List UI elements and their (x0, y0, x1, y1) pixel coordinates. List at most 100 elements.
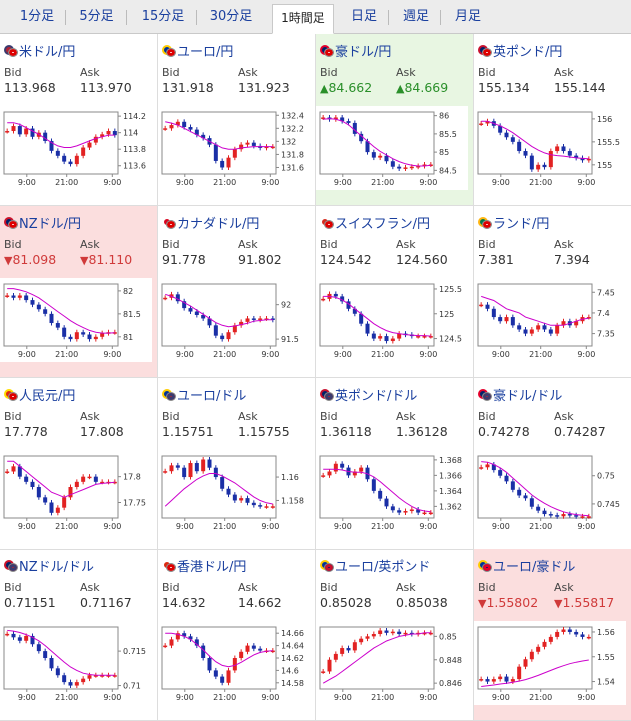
pair-title[interactable]: ユーロ/円 (162, 41, 233, 60)
tab-separator (65, 10, 66, 25)
pair-panel[interactable]: ユーロ/円 Bid Ask 131.918 131.923 132.4 132.2 132 13… (158, 34, 316, 206)
candle (359, 467, 364, 472)
pair-title[interactable]: 英ポンド/ドル (320, 385, 417, 404)
pair-panel[interactable]: 人民元/円 Bid Ask 17.778 17.808 17.8 17.75 9:00 21:0… (0, 378, 158, 550)
tab-7[interactable]: 月足 (454, 9, 481, 24)
pair-panel[interactable]: 米ドル/円 Bid Ask 113.968 113.970 114.2 114 113.8 11… (0, 34, 158, 206)
price-chart[interactable]: 1.16 1.158 9:00 21:00 9:00 (158, 450, 316, 534)
pair-title[interactable]: 豪ドル/ドル (478, 385, 562, 404)
price-chart[interactable]: 1.368 1.366 1.364 1.362 9:00 21:00 9:00 (316, 450, 474, 534)
price-chart[interactable]: 0.75 0.745 9:00 21:00 9:00 (474, 450, 631, 534)
candle (175, 121, 180, 126)
candle (100, 333, 105, 337)
pair-title[interactable]: 米ドル/円 (4, 41, 75, 60)
currency-flag-icon (4, 45, 18, 57)
ask-text: 155.144 (554, 80, 606, 95)
candle (74, 155, 79, 165)
tab-separator (440, 10, 441, 25)
y-tick-label: 91.5 (281, 335, 299, 344)
candle (17, 466, 22, 477)
tab-2[interactable]: 15分足 (141, 9, 185, 24)
bid-value: 0.74278 (478, 424, 530, 439)
pair-panel[interactable]: NZドル/ドル Bid Ask 0.71151 0.71167 0.715 0.71 9:00… (0, 549, 158, 721)
candle (81, 678, 86, 683)
candle (30, 635, 35, 645)
candle (270, 650, 275, 653)
pair-title[interactable]: NZドル/円 (4, 213, 81, 232)
tab-6[interactable]: 週足 (402, 9, 429, 24)
ask-text: 7.394 (554, 252, 590, 267)
moving-average-line (323, 118, 431, 167)
pair-panel[interactable]: カナダドル/円 Bid Ask 91.778 91.802 92 91.5 9:00 21:00… (158, 206, 316, 378)
candle (333, 653, 338, 660)
pair-title[interactable]: ユーロ/豪ドル (478, 556, 575, 575)
ask-label: Ask (554, 66, 574, 79)
pair-panel[interactable]: スイスフラン/円 Bid Ask 124.542 124.560 125.5 125 124.… (316, 206, 474, 378)
candle (504, 676, 509, 682)
candle (517, 666, 522, 680)
pair-panel[interactable]: ユーロ/ドル Bid Ask 1.15751 1.15755 1.16 1.158 9:00 2… (158, 378, 316, 550)
y-tick-label: 155.5 (597, 138, 620, 147)
pair-panel[interactable]: 英ポンド/ドル Bid Ask 1.36118 1.36128 1.368 1.366 1.3… (316, 378, 474, 550)
candle (352, 471, 357, 476)
candle (55, 507, 60, 513)
pair-panel[interactable]: ユーロ/英ポンド Bid Ask 0.85028 0.85038 0.85 0.848 0.8… (316, 549, 474, 721)
pair-panel[interactable]: NZドル/円 Bid Ask ▼81.098 ▼81.110 82 81.5 81 9:00 21… (0, 206, 158, 378)
pair-title[interactable]: NZドル/ドル (4, 556, 94, 575)
y-tick-label: 124.5 (439, 335, 462, 344)
candle (194, 639, 199, 646)
pair-panel[interactable]: 豪ドル/ドル Bid Ask 0.74278 0.74287 0.75 0.745 9:00 2… (474, 378, 631, 550)
x-tick-label: 9:00 (492, 178, 510, 187)
candle (555, 146, 560, 152)
candle (239, 651, 244, 658)
candle (529, 155, 534, 170)
ask-value: 14.662 (238, 595, 282, 610)
pair-title[interactable]: ユーロ/英ポンド (320, 556, 430, 575)
pair-title[interactable]: ランド/円 (478, 213, 549, 232)
pair-panel[interactable]: ランド/円 Bid Ask 7.381 7.394 7.45 7.4 7.35 9:00 21:0… (474, 206, 631, 378)
pair-title[interactable]: スイスフラン/円 (320, 213, 430, 232)
bid-label: Bid (320, 581, 338, 594)
x-tick-label: 21:00 (371, 693, 394, 702)
pair-panel[interactable]: 豪ドル/円 Bid Ask ▲84.662 ▲84.669 86 85.5 85 84.5 9:0… (316, 34, 474, 206)
tab-4[interactable]: 1時間足 (272, 4, 334, 34)
pair-panel[interactable]: ユーロ/豪ドル Bid Ask ▼1.55802 ▼1.55817 1.56 1.55 1.5… (474, 549, 631, 721)
pair-title[interactable]: 人民元/円 (4, 385, 75, 404)
price-chart[interactable]: 7.45 7.4 7.35 9:00 21:00 9:00 (474, 278, 631, 362)
tab-5[interactable]: 日足 (350, 9, 377, 24)
pair-title[interactable]: ユーロ/ドル (162, 385, 246, 404)
pair-title[interactable]: 香港ドル/円 (162, 556, 246, 575)
pair-panel[interactable]: 英ポンド/円 Bid Ask 155.134 155.144 156 155.5 155 9:0… (474, 34, 631, 206)
price-chart[interactable]: 1.561.551.549:00 21:00 9:00 (474, 621, 631, 705)
bid-value: ▲84.662 (320, 80, 372, 95)
candle (49, 140, 54, 151)
candle (491, 464, 496, 471)
pair-title[interactable]: カナダドル/円 (162, 213, 259, 232)
x-tick-label: 21:00 (213, 178, 236, 187)
tab-1[interactable]: 5分足 (79, 9, 114, 24)
x-tick-label: 21:00 (55, 522, 78, 531)
ask-label: Ask (554, 581, 574, 594)
tab-0[interactable]: 1分足 (19, 9, 55, 24)
candle (504, 317, 509, 322)
candle (270, 146, 275, 149)
candle (523, 495, 528, 499)
pair-panel[interactable]: 香港ドル/円 Bid Ask 14.632 14.662 14.66 14.64 14.62 1… (158, 549, 316, 721)
tab-3[interactable]: 30分足 (209, 9, 253, 24)
x-tick-label: 21:00 (55, 350, 78, 359)
price-chart[interactable]: 17.8 17.75 9:00 21:00 9:00 (0, 450, 158, 534)
ask-value: 7.394 (554, 252, 590, 267)
bid-label: Bid (478, 66, 496, 79)
pair-title[interactable]: 豪ドル/円 (320, 41, 391, 60)
pair-title[interactable]: 英ポンド/円 (478, 41, 562, 60)
